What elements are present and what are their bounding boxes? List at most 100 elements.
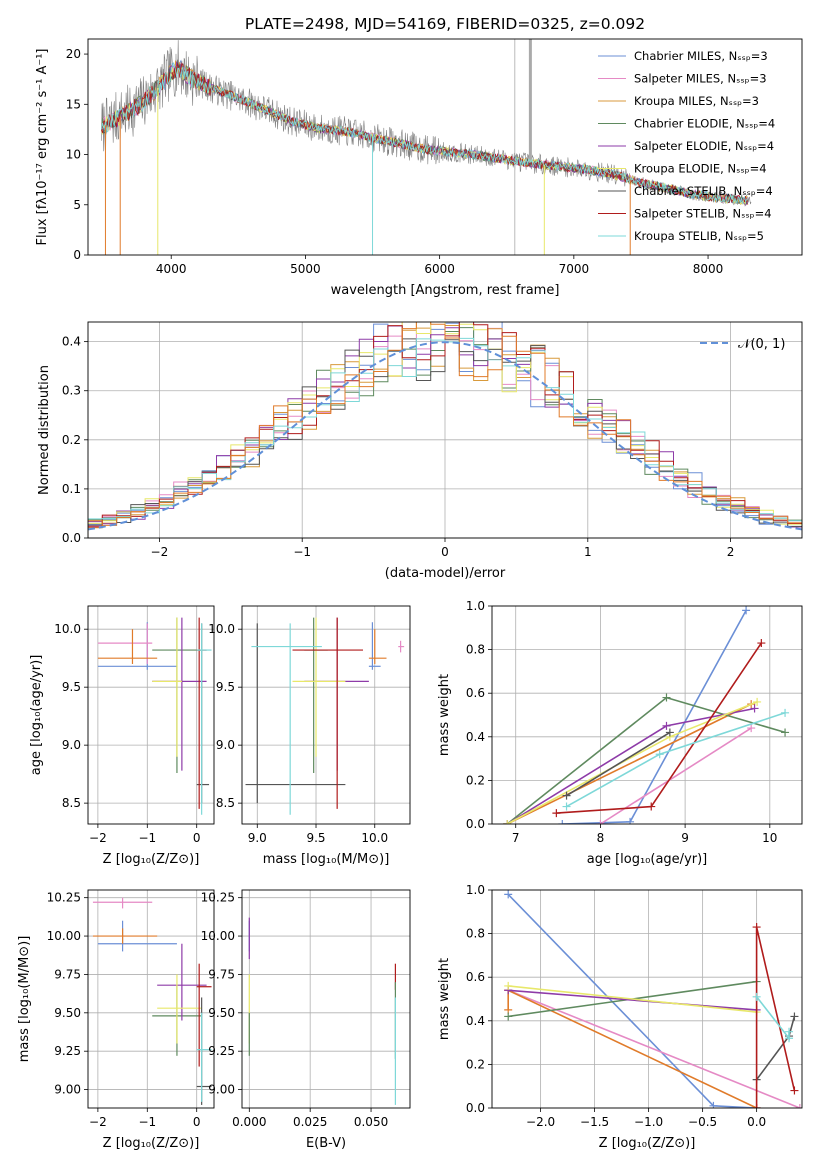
plot-area xyxy=(101,39,752,255)
mass-weight-point-marker xyxy=(709,1101,718,1108)
x-tick-label: −1.0 xyxy=(634,1115,663,1129)
mass-weight-point-marker xyxy=(750,704,759,713)
y-tick-label: 0.0 xyxy=(466,817,485,831)
x-tick-label: −0.5 xyxy=(688,1115,717,1129)
mass-weight-vs-metallicity-panel: −2.0 −1.5 −1.0 −0.5 0.0 0.0 0.2 0.4 0.6 0.8 1.0 Z [… xyxy=(437,883,803,1151)
y-tick-label: 0.8 xyxy=(466,643,485,657)
mass-weight-point-marker xyxy=(562,791,571,800)
x-tick-label: 7 xyxy=(512,831,520,845)
plot-area xyxy=(248,917,396,1105)
legend-label: Salpeter MILES, Nₛₛₚ=3 xyxy=(634,72,767,86)
x-tick-label: 0.025 xyxy=(293,1115,327,1129)
x-tick-label: 0 xyxy=(441,545,449,559)
y-tick-label: 10.00 xyxy=(201,929,235,943)
x-tick-label: 6000 xyxy=(424,262,455,276)
masked-region-band xyxy=(528,39,532,165)
y-axis-label: mass weight xyxy=(437,674,452,756)
y-tick-label: 9.0 xyxy=(216,738,235,752)
legend-label: Salpeter ELODIE, Nₛₛₚ=4 xyxy=(634,139,774,153)
mass-weight-point-marker xyxy=(785,1027,794,1036)
mass-weight-point-marker xyxy=(795,1104,802,1108)
y-tick-label: 1.0 xyxy=(466,883,485,897)
x-axis-label: mass [log₁₀(M/M⊙)] xyxy=(263,852,390,867)
axes-frame xyxy=(87,889,215,1109)
mass-weight-series-line xyxy=(508,985,757,1013)
legend-label: Chabrier STELIB, Nₛₛₚ=4 xyxy=(634,184,773,198)
y-tick-label: 0.6 xyxy=(466,686,485,700)
mass-weight-point-marker xyxy=(596,820,605,824)
spectrum-panel: 4000 5000 6000 7000 8000 0 5 10 15 20 wavelength [… xyxy=(35,38,803,298)
plot-area xyxy=(503,606,790,824)
mass-weight-point-marker xyxy=(558,820,567,824)
mass-weight-point-marker xyxy=(504,981,513,990)
x-tick-label: −1 xyxy=(138,1115,156,1129)
mass-weight-vs-age-panel: 7 8 9 10 0.0 0.2 0.4 0.6 0.8 1.0 age [log₁₀(age/yr… xyxy=(437,599,803,867)
mass-weight-point-marker xyxy=(747,724,756,733)
x-tick-label: 0 xyxy=(193,831,201,845)
y-tick-label: 9.00 xyxy=(208,1083,235,1097)
plot-area xyxy=(245,617,405,815)
y-axis-label: mass [log₁₀(M/M⊙)] xyxy=(17,936,32,1063)
y-tick-label: 10.25 xyxy=(201,891,235,905)
y-tick-label: 9.00 xyxy=(54,1083,81,1097)
model-spectrum-line xyxy=(101,61,749,205)
y-tick-label: 0.8 xyxy=(466,927,485,941)
mass-weight-point-marker xyxy=(781,728,790,737)
x-tick-label: 8 xyxy=(597,831,605,845)
plot-area xyxy=(92,897,212,1105)
y-tick-label: 0 xyxy=(73,248,81,262)
mass-weight-series-line xyxy=(566,731,671,797)
legend-label: Kroupa MILES, Nₛₛₚ=3 xyxy=(634,94,759,108)
mass-weight-point-marker xyxy=(752,923,761,932)
mass-weight-point-marker xyxy=(552,809,561,818)
y-tick-label: 0.4 xyxy=(466,730,485,744)
x-axis-label: E(B-V) xyxy=(306,1136,346,1151)
x-axis-label: wavelength [Angstrom, rest frame] xyxy=(331,283,560,298)
x-tick-label: 9.0 xyxy=(248,831,267,845)
axes-frame xyxy=(241,605,411,825)
x-tick-label: −2 xyxy=(151,545,169,559)
mass-weight-series-line xyxy=(506,703,752,824)
x-axis-label: Z [log₁₀(Z/Z⊙)] xyxy=(103,852,200,867)
y-tick-label: 9.75 xyxy=(208,967,235,981)
x-tick-label: 8000 xyxy=(693,262,724,276)
mass-weight-point-marker xyxy=(662,693,671,702)
x-tick-label: −2 xyxy=(89,831,107,845)
x-tick-label: 5000 xyxy=(290,262,321,276)
y-tick-label: 0.0 xyxy=(62,531,81,545)
y-tick-label: 10.0 xyxy=(208,622,235,636)
y-tick-label: 0.4 xyxy=(62,335,81,349)
y-tick-label: 10 xyxy=(66,148,81,162)
x-tick-label: 10.0 xyxy=(361,831,388,845)
x-tick-label: 0.000 xyxy=(232,1115,266,1129)
x-tick-label: 0.0 xyxy=(747,1115,766,1129)
legend-label: Kroupa STELIB, Nₛₛₚ=5 xyxy=(634,229,764,243)
mass-weight-point-marker xyxy=(781,708,790,717)
y-tick-label: 15 xyxy=(66,97,81,111)
mass-weight-point-marker xyxy=(753,697,762,706)
y-tick-label: 9.75 xyxy=(54,967,81,981)
y-tick-label: 9.5 xyxy=(62,680,81,694)
plot-area xyxy=(97,617,212,815)
x-tick-label: −2.0 xyxy=(526,1115,555,1129)
axes-frame xyxy=(491,605,803,825)
y-tick-label: 0.2 xyxy=(466,1057,485,1071)
x-tick-label: −1 xyxy=(138,831,156,845)
y-axis-label: age [log₁₀(age/yr)] xyxy=(29,655,44,776)
x-tick-label: 4000 xyxy=(156,262,187,276)
x-tick-label: 9.5 xyxy=(306,831,325,845)
x-tick-label: 2 xyxy=(727,545,735,559)
residual-histogram xyxy=(88,337,802,538)
x-axis-label: (data-model)/error xyxy=(385,566,506,581)
y-tick-label: 10.25 xyxy=(47,891,81,905)
mass-weight-point-marker xyxy=(504,1012,513,1021)
mass-weight-point-marker xyxy=(626,817,635,824)
y-tick-label: 9.25 xyxy=(54,1044,81,1058)
y-tick-label: 10.0 xyxy=(54,622,81,636)
y-axis-label: Flux [fλ10⁻¹⁷ erg cm⁻² s⁻¹ A⁻¹] xyxy=(35,49,50,246)
axes-frame xyxy=(87,38,803,256)
y-tick-label: 9.50 xyxy=(54,1006,81,1020)
x-tick-label: −2 xyxy=(89,1115,107,1129)
x-tick-label: −1 xyxy=(293,545,311,559)
y-tick-label: 9.25 xyxy=(208,1044,235,1058)
